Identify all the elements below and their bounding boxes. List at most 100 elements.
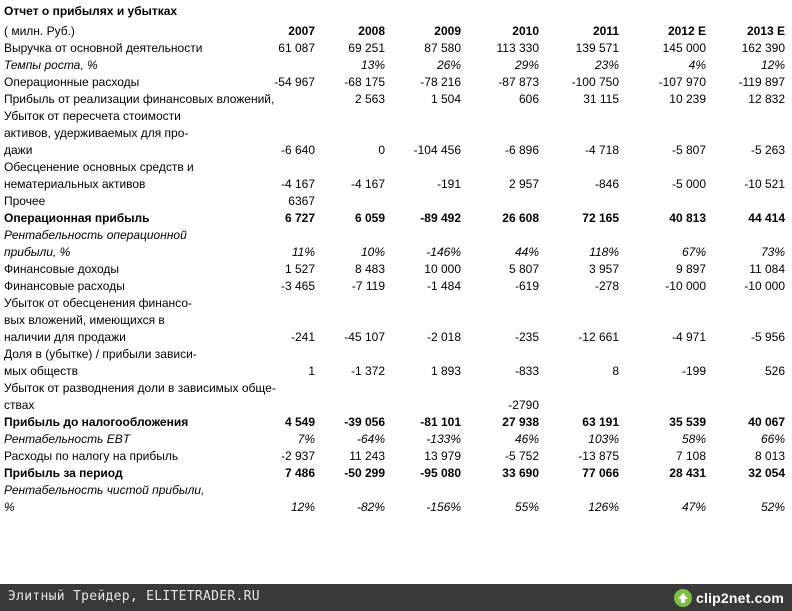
- cell-value: -64%: [356, 432, 385, 446]
- cell-value: 66%: [760, 432, 785, 446]
- cell-value: -10 000: [744, 279, 785, 293]
- cell-value: 47%: [681, 500, 706, 514]
- cell-value: -278: [594, 279, 619, 293]
- year-header: 2007: [288, 24, 315, 38]
- cell-value: [542, 380, 622, 414]
- year-header: 2010: [512, 24, 539, 38]
- row-label: Операционная прибыль: [0, 210, 238, 227]
- cell-value: -199: [681, 364, 706, 378]
- row-label: Рентабельность чистой прибыли,%: [0, 482, 238, 516]
- table-row: Темпы роста, % 13% 26% 29% 23% 4% 12%: [0, 57, 788, 74]
- cell-value: 9 897: [675, 262, 706, 276]
- cell-value: 26 608: [502, 211, 539, 225]
- row-label-line: Убыток от обесценения финансо-: [4, 296, 192, 310]
- cell-value: 67%: [681, 245, 706, 259]
- cell-value: 1: [308, 364, 315, 378]
- cell-value: 4 549: [284, 415, 315, 429]
- cell-value: -6 640: [280, 143, 315, 157]
- site-watermark: Элитный Трейдер, ELITETRADER.RU: [8, 589, 260, 604]
- cell-value: 526: [764, 364, 785, 378]
- cell-value: -241: [290, 330, 315, 344]
- cell-value: -119 897: [738, 75, 785, 89]
- cell-value: 40 813: [669, 211, 706, 225]
- row-label: Обесценение основных средств и нематериал…: [0, 159, 238, 193]
- row-label-line: Темпы роста, %: [4, 58, 98, 72]
- cell-value: -87 873: [498, 75, 539, 89]
- table-row: Финансовые доходы 1 527 8 483 10 000 5 807 3 …: [0, 261, 788, 278]
- table-row: Прибыль до налогообложения 4 549 -39 056 -8…: [0, 414, 788, 431]
- year-header: 2009: [434, 24, 461, 38]
- cell-value: -81 101: [420, 415, 461, 429]
- table-row: Операционные расходы -54 967 -68 175 -78 21…: [0, 74, 788, 91]
- cell-value: -156%: [426, 500, 461, 514]
- cell-value: -5 956: [750, 330, 785, 344]
- cell-value: 40 067: [748, 415, 785, 429]
- cell-value: 31 115: [583, 92, 619, 106]
- cell-value: 0: [378, 143, 385, 157]
- table-row: Рентабельность чистой прибыли,% 12% -82% -1…: [0, 482, 788, 516]
- cell-value: 29%: [514, 58, 539, 72]
- row-label-line: Финансовые расходы: [4, 279, 125, 293]
- cell-value: [622, 193, 709, 210]
- cell-value: 139 571: [575, 41, 619, 55]
- row-label: Прибыль до налогообложения: [0, 414, 238, 431]
- row-label: Прочее: [0, 193, 238, 210]
- cell-value: 145 000: [662, 41, 706, 55]
- row-label-line: Рентабельность EBT: [4, 432, 131, 446]
- cell-value: -50 299: [344, 466, 385, 480]
- cell-value: 52%: [760, 500, 785, 514]
- cell-value: 118%: [589, 245, 619, 259]
- cell-value: -133%: [426, 432, 461, 446]
- cell-value: 7 486: [284, 466, 315, 480]
- cell-value: 8 013: [754, 449, 785, 463]
- cell-value: -10 521: [744, 177, 785, 191]
- row-label: Темпы роста, %: [0, 57, 238, 74]
- cell-value: 7 108: [675, 449, 706, 463]
- cell-value: -10 000: [665, 279, 706, 293]
- cell-value: 10 000: [424, 262, 461, 276]
- clip2net-logo: clip2net.com: [674, 588, 784, 608]
- row-label: Убыток от разводнения доли в зависимых о…: [0, 380, 276, 414]
- cell-value: -13 875: [578, 449, 619, 463]
- cell-value: [464, 193, 542, 210]
- table-row: Прибыль от реализации финансовых вложени…: [0, 91, 788, 108]
- cell-value: 69 251: [348, 41, 385, 55]
- row-label-line: Выручка от основной деятельности: [4, 41, 203, 55]
- cell-value: -2790: [508, 398, 539, 412]
- row-label-line: Прибыль до налогообложения: [4, 415, 189, 429]
- row-label-line: Рентабельность чистой прибыли,: [4, 483, 205, 497]
- cell-value: -5 752: [504, 449, 539, 463]
- cell-value: 58%: [681, 432, 706, 446]
- year-header: 2012 E: [667, 24, 706, 38]
- cell-value: 103%: [588, 432, 619, 446]
- row-label: Финансовые расходы: [0, 278, 238, 295]
- arrow-up-icon: [674, 589, 693, 607]
- income-statement-table: ( милн. Руб.) 2007 2008 2009 2010 2011 2…: [0, 23, 788, 516]
- year-header: 2013 E: [746, 24, 785, 38]
- cell-value: -146%: [426, 245, 461, 259]
- table-row: Доля в (убытке) / прибыли зависи-мых общ…: [0, 346, 788, 380]
- cell-value: 113 330: [496, 41, 540, 55]
- row-label-line: Убыток от разводнения доли в зависимых о…: [4, 381, 276, 395]
- income-statement: Отчет о прибылях и убытках ( милн. Руб.)…: [0, 4, 788, 516]
- cell-value: -191: [436, 177, 461, 191]
- cell-value: -78 216: [420, 75, 461, 89]
- cell-value: -1 484: [426, 279, 461, 293]
- cell-value: 12 832: [748, 92, 785, 106]
- year-header: 2011: [592, 24, 619, 38]
- cell-value: -5 807: [671, 143, 706, 157]
- year-header: 2008: [358, 24, 385, 38]
- cell-value: 73%: [760, 245, 785, 259]
- cell-value: -4 971: [671, 330, 706, 344]
- footer-bar: Элитный Трейдер, ELITETRADER.RU clip2net…: [0, 584, 792, 611]
- cell-value: -846: [594, 177, 619, 191]
- cell-value: 4%: [688, 58, 706, 72]
- cell-value: -4 167: [350, 177, 385, 191]
- cell-value: -235: [514, 330, 539, 344]
- cell-value: 27 938: [502, 415, 539, 429]
- cell-value: [388, 193, 464, 210]
- cell-value: 3 957: [588, 262, 619, 276]
- row-label-line: Прибыль от реализации финансовых вложени…: [4, 92, 275, 106]
- cell-value: 63 191: [582, 415, 619, 429]
- cell-value: 72 165: [582, 211, 619, 225]
